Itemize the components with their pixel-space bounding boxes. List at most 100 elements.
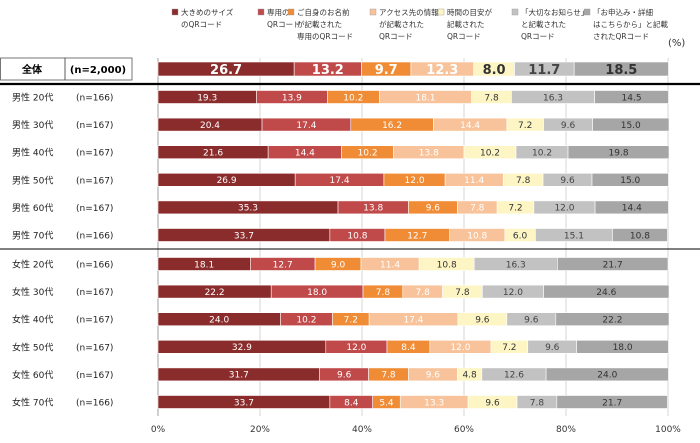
data-label: 7.8 bbox=[484, 93, 499, 103]
data-label: 10.2 bbox=[480, 149, 500, 159]
data-label: 16.2 bbox=[382, 121, 402, 131]
data-label: 13.8 bbox=[363, 204, 383, 214]
data-label: 12.0 bbox=[503, 288, 523, 298]
row-n-label: (n=167) bbox=[76, 149, 113, 159]
data-label: 24.6 bbox=[596, 288, 616, 298]
row-6: 男性 60代 (n=167) 35.3 13.8 9.6 7.8 7.2 12.0 14.4 bbox=[12, 200, 669, 215]
data-label: 9.6 bbox=[485, 398, 500, 408]
x-axis-ticks: 0% 20% 40% 60% 80% 100% bbox=[151, 425, 681, 435]
data-label: 18.1 bbox=[415, 93, 435, 103]
row-11: 女性 50代 (n=167) 32.9 12.0 8.4 12.0 7.2 9.6 18.0 bbox=[12, 339, 669, 354]
data-label: 11.4 bbox=[464, 176, 484, 186]
row-5: 男性 50代 (n=167) 26.9 17.4 12.0 11.4 7.8 9.6 15.0 bbox=[12, 173, 669, 187]
legend-swatch bbox=[583, 8, 591, 16]
legend-swatch bbox=[287, 8, 295, 16]
legend-label: 専用のQRコード bbox=[297, 31, 353, 41]
data-label: 21.7 bbox=[602, 398, 622, 408]
data-label: 10.8 bbox=[467, 231, 487, 241]
data-label: 31.7 bbox=[229, 371, 249, 381]
data-label: 18.0 bbox=[613, 343, 633, 353]
data-label: 8.4 bbox=[401, 343, 416, 353]
data-label: 9.7 bbox=[375, 63, 398, 78]
data-label: 7.8 bbox=[376, 288, 391, 298]
data-label: 17.4 bbox=[296, 121, 316, 131]
legend-label: 専用の bbox=[267, 7, 290, 17]
row-group-label: 女性 60代 bbox=[12, 369, 53, 381]
data-label: 20.4 bbox=[200, 121, 220, 131]
row-1: 全体 (n=2,000) 26.7 13.2 9.7 12.3 8.0 11.7 18.5 bbox=[0, 57, 669, 81]
row-n-label: (n=167) bbox=[76, 288, 113, 298]
legend-label: が記載された bbox=[297, 19, 342, 29]
data-label: 12.6 bbox=[504, 371, 524, 381]
row-n-label: (n=166) bbox=[76, 399, 113, 409]
data-label: 19.8 bbox=[609, 149, 629, 159]
legend-item-2: 専用の QRコード bbox=[257, 7, 301, 29]
data-label: 13.2 bbox=[312, 63, 344, 78]
legend-swatch bbox=[369, 8, 377, 16]
legend-swatch bbox=[171, 8, 179, 16]
data-label: 9.6 bbox=[561, 121, 576, 131]
data-label: 17.4 bbox=[330, 176, 350, 186]
data-label: 9.6 bbox=[524, 316, 539, 326]
data-label: 10.2 bbox=[358, 149, 378, 159]
data-label: 16.3 bbox=[543, 93, 563, 103]
bar-segment bbox=[594, 200, 669, 215]
data-label: 12.0 bbox=[405, 176, 425, 186]
row-13: 女性 70代 (n=166) 33.7 8.4 5.4 13.3 9.6 7.8 21.7 bbox=[12, 395, 668, 409]
legend-label: はこちらから」と記載 bbox=[593, 19, 668, 29]
row-group-label: 男性 60代 bbox=[12, 202, 53, 214]
row-10: 女性 40代 (n=167) 24.0 10.2 7.2 17.4 9.6 9.6 22.2 bbox=[12, 312, 670, 327]
legend-label: 時間の目安が bbox=[447, 7, 492, 17]
row-n-label: (n=166) bbox=[76, 94, 113, 104]
data-label: 17.4 bbox=[403, 316, 423, 326]
row-12: 女性 60代 (n=167) 31.7 9.6 7.8 9.6 4.8 12.6 24.0 bbox=[12, 367, 669, 382]
data-label: 18.5 bbox=[605, 63, 637, 78]
bar-segment bbox=[567, 145, 670, 159]
legend: 大きめのサイズのQRコード専用のQRコードご自身のお名前が記載された専用のQRコ… bbox=[171, 7, 668, 41]
data-label: 9.6 bbox=[426, 371, 441, 381]
row-group-label: 男性 70代 bbox=[12, 230, 53, 242]
total-n-box bbox=[64, 57, 133, 81]
data-label: 21.7 bbox=[603, 260, 623, 270]
legend-label: されたQRコード bbox=[593, 32, 649, 41]
data-label: 7.8 bbox=[516, 176, 531, 186]
row-7: 男性 70代 (n=166) 33.7 10.8 12.7 10.8 6.0 15.1 10.8 bbox=[12, 228, 668, 242]
data-label: 9.6 bbox=[426, 204, 441, 214]
data-label: 24.0 bbox=[597, 371, 617, 381]
row-n-label: (n=167) bbox=[76, 204, 113, 214]
bar-segment bbox=[556, 395, 668, 409]
x-tick-label: 0% bbox=[151, 425, 166, 435]
row-n-label: (n=167) bbox=[76, 316, 113, 326]
data-label: 12.0 bbox=[346, 343, 366, 353]
legend-item-6: 「大切なお知らせ」と記載された QRコード bbox=[511, 7, 588, 41]
row-n-label: (n=167) bbox=[76, 176, 113, 186]
data-label: 13.3 bbox=[424, 398, 444, 408]
data-label: 7.2 bbox=[518, 121, 532, 131]
data-label: 9.6 bbox=[337, 371, 352, 381]
bar-segment bbox=[543, 284, 670, 299]
data-label: 12.3 bbox=[426, 63, 458, 78]
data-label: 19.3 bbox=[197, 93, 217, 103]
legend-label: のQRコード bbox=[181, 20, 222, 29]
data-label: 12.7 bbox=[273, 260, 293, 270]
data-label: 7.2 bbox=[344, 316, 358, 326]
data-label: 9.6 bbox=[475, 316, 490, 326]
data-label: 11.4 bbox=[380, 260, 400, 270]
row-n-label: (n=166) bbox=[76, 232, 113, 242]
row-group-label: 男性 50代 bbox=[12, 174, 53, 186]
data-label: 4.8 bbox=[462, 371, 477, 381]
row-n-label: (n=2,000) bbox=[70, 65, 126, 76]
data-label: 13.9 bbox=[282, 93, 302, 103]
legend-label: QRコード bbox=[521, 32, 555, 41]
legend-label: ご自身のお名前 bbox=[297, 7, 350, 17]
data-label: 13.8 bbox=[419, 149, 439, 159]
row-group-label: 女性 40代 bbox=[12, 314, 53, 326]
data-label: 9.0 bbox=[331, 260, 346, 270]
data-label: 7.8 bbox=[381, 371, 396, 381]
row-group-label: 男性 30代 bbox=[12, 119, 53, 131]
bar-segment bbox=[576, 339, 669, 354]
legend-label: 「大切なお知らせ」 bbox=[521, 7, 588, 17]
